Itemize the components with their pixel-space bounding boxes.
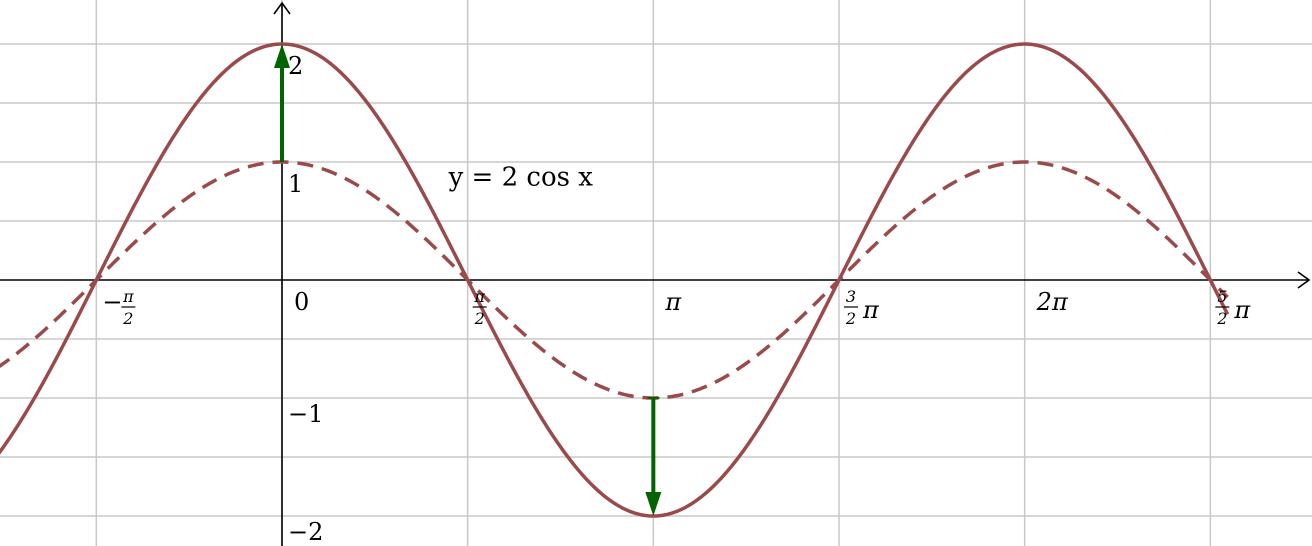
curve-label: y = 2 cos x: [448, 163, 594, 193]
x-axis-arrowhead: [1297, 271, 1311, 289]
y-tick-label: 2: [288, 52, 303, 80]
x-tick-text: π: [664, 288, 682, 316]
x-tick-label: 3 2 π: [844, 287, 880, 328]
x-tick-text: 0: [294, 288, 309, 316]
x-tick-numerator: π: [473, 287, 485, 306]
curve-cos-x: [0, 160, 1229, 400]
x-tick-denominator: 2: [845, 309, 856, 328]
shift-arrow-head: [274, 44, 290, 68]
curve-2cos-x: [0, 42, 1230, 518]
x-tick-text: 2π: [1036, 288, 1069, 316]
shift-arrow-head: [645, 492, 662, 516]
x-tick-numerator: π: [122, 287, 134, 306]
labels: 21−1−2− π20 π2π 32 π 2π 52 πy = 2 cos x: [102, 52, 1251, 546]
x-tick-label: 2π: [1036, 288, 1069, 316]
x-tick-suffix: π: [862, 296, 880, 324]
x-tick-denominator: 2: [122, 309, 133, 328]
y-tick-label: −2: [288, 518, 323, 546]
curves: [0, 42, 1230, 518]
x-tick-denominator: 2: [474, 309, 485, 328]
y-tick-label: 1: [288, 170, 303, 198]
y-tick-label: −1: [288, 400, 323, 428]
x-tick-suffix: π: [1233, 296, 1251, 324]
x-tick-label: − π 2: [102, 287, 136, 328]
x-tick-label: 5 2 π: [1215, 287, 1251, 328]
y-axis-arrowhead: [273, 1, 291, 15]
x-tick-numerator: 3: [846, 287, 856, 306]
arrows: [274, 44, 662, 516]
x-tick-prefix: −: [102, 288, 122, 316]
x-tick-label: π: [664, 288, 682, 316]
x-tick-denominator: 2: [1216, 309, 1227, 328]
x-tick-label: 0: [294, 288, 309, 316]
x-tick-label: π2: [472, 287, 487, 328]
x-tick-numerator: 5: [1217, 287, 1227, 306]
